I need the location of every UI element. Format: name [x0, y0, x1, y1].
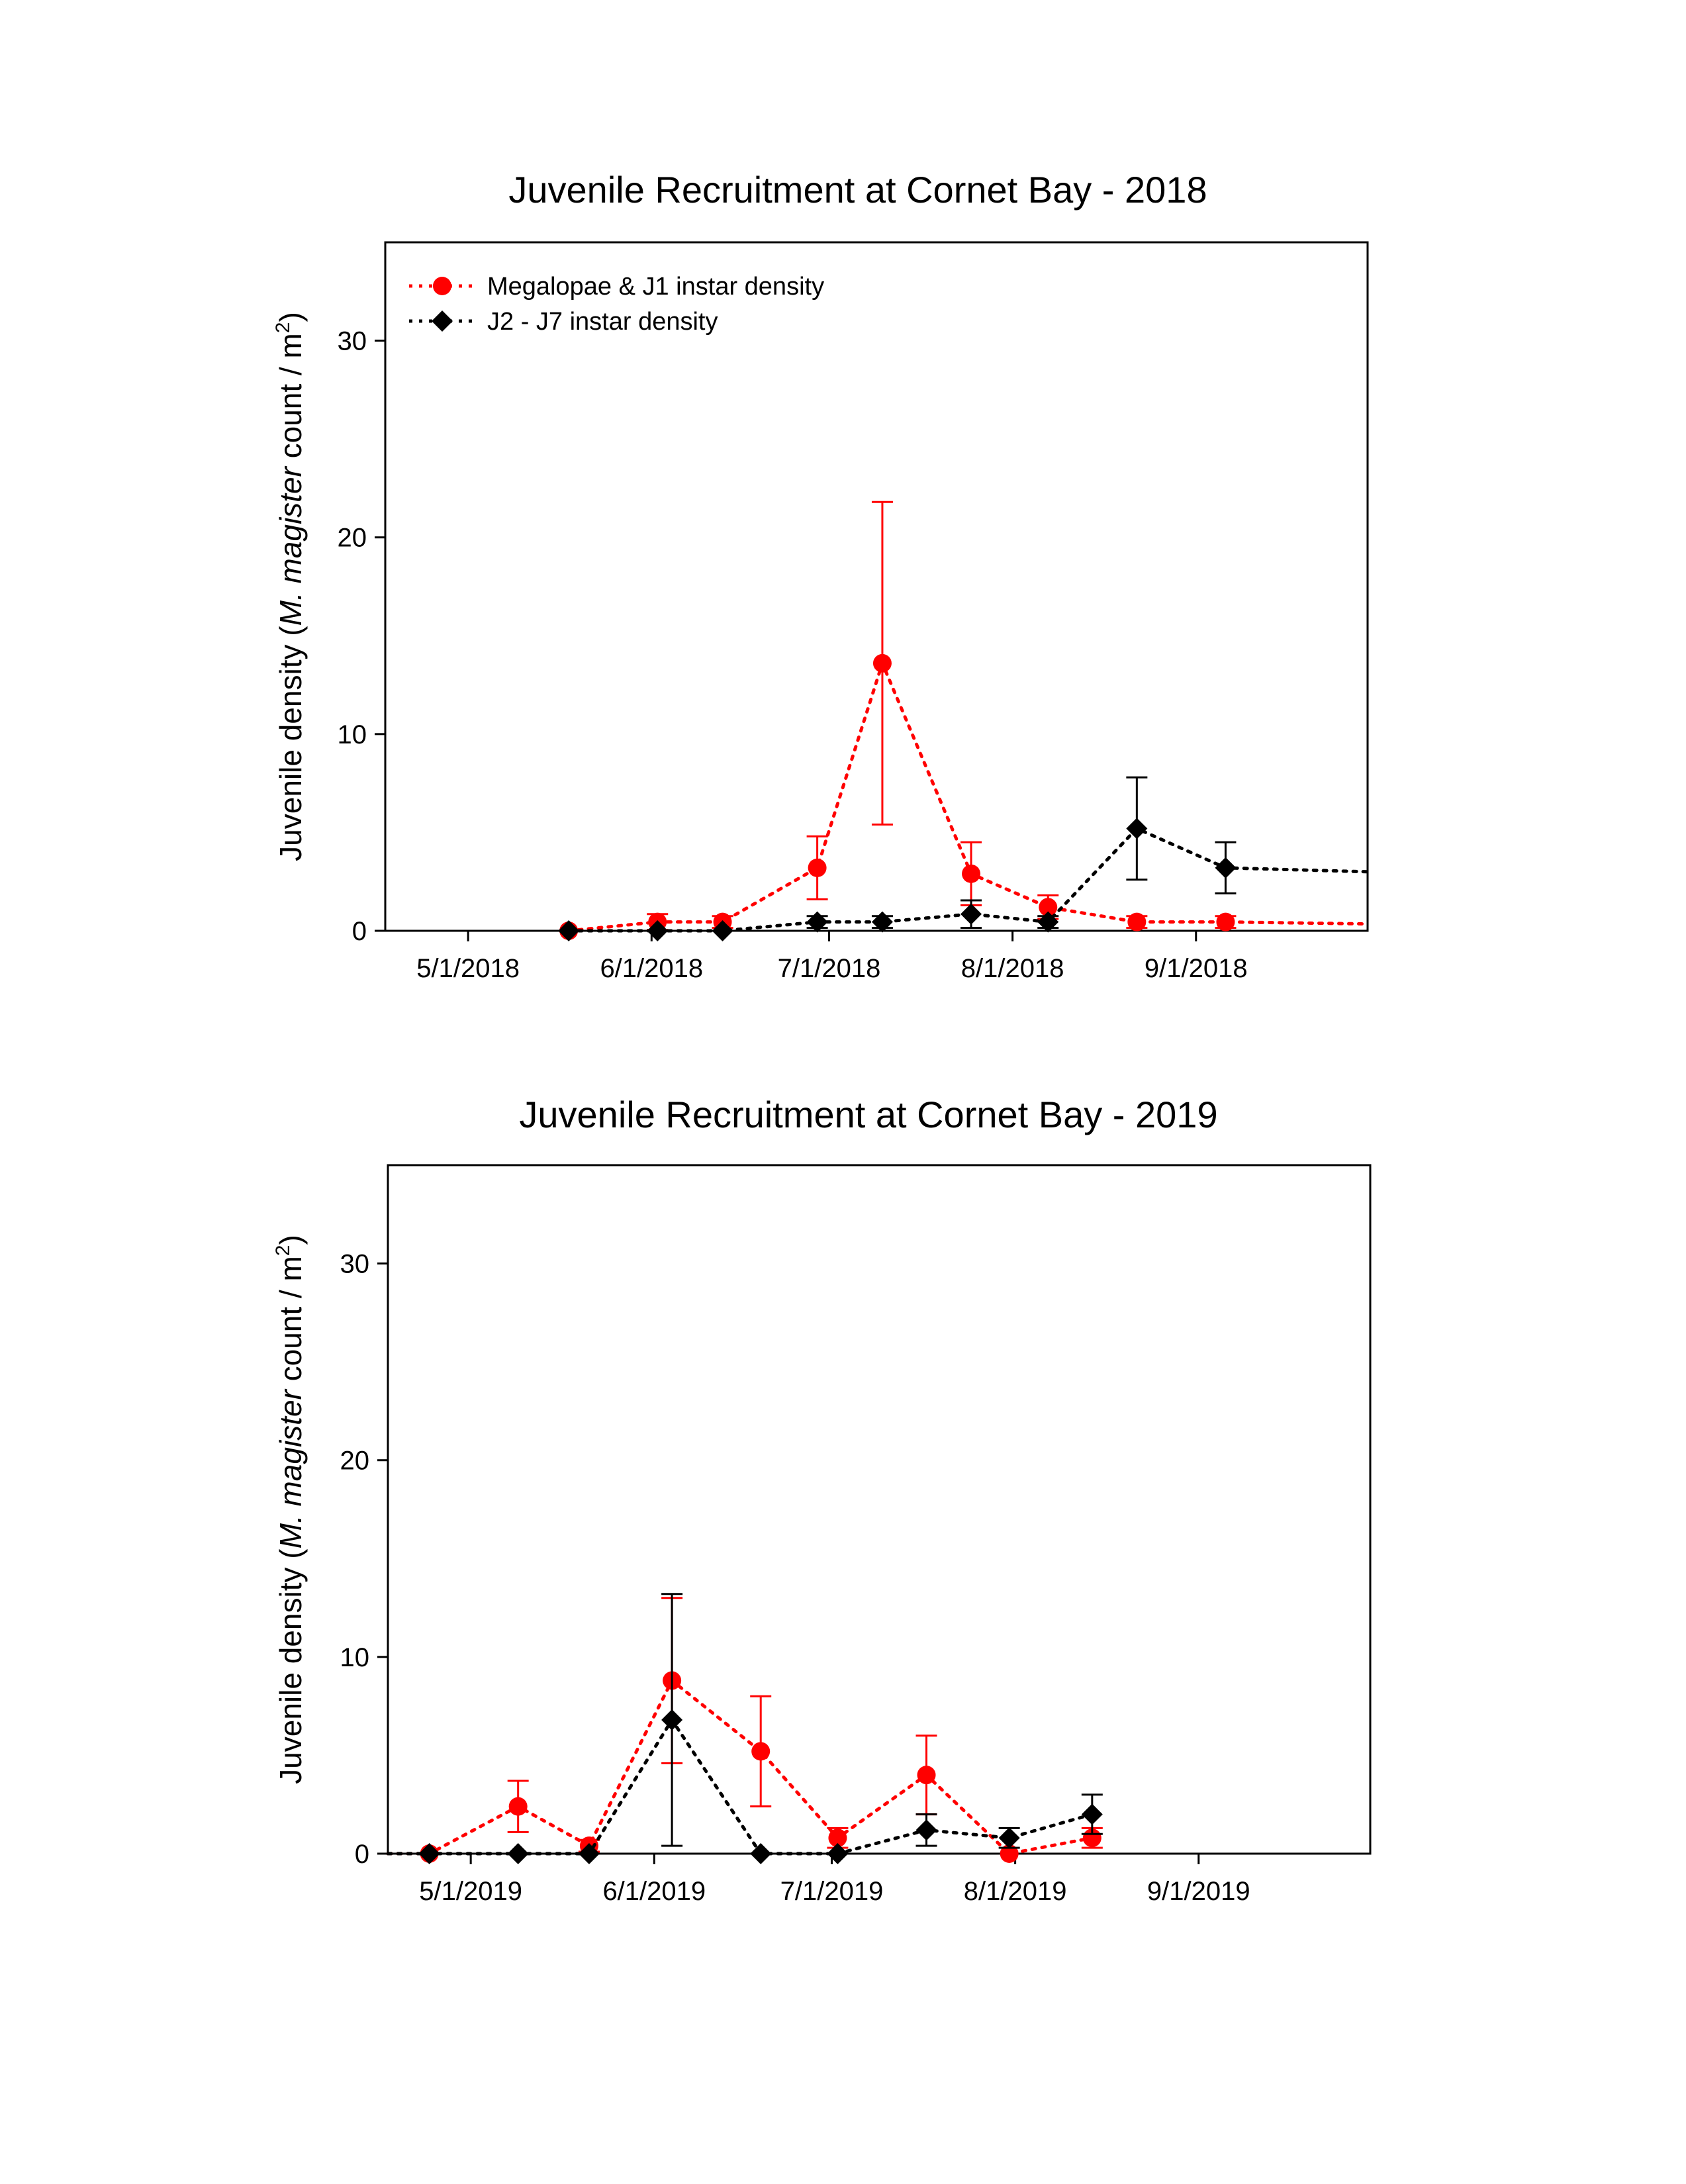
series-line [567, 826, 1370, 933]
x-tick-label: 6/1/2019 [602, 1877, 706, 1906]
plot-frame [387, 1164, 1372, 1855]
x-tick-label: 8/1/2019 [964, 1877, 1067, 1906]
series-line [386, 1717, 1094, 1856]
series-juvenile [386, 1593, 1103, 1864]
y-tick-label: 10 [340, 1643, 370, 1672]
x-tick-label: 6/1/2018 [600, 954, 703, 983]
x-tick-label: 9/1/2019 [1147, 1877, 1250, 1906]
data-point-circle [872, 653, 892, 673]
axis-ticks: 0 10 20 30 5/1/2019 6/1/2019 7/1/2019 8/1/2019 9… [340, 1250, 1250, 1906]
data-point-diamond [1081, 1803, 1103, 1825]
data-point-diamond [712, 920, 733, 941]
chart-2018: Juvenile Recruitment at Cornet Bay - 201… [272, 169, 1370, 983]
y-tick-label: 0 [352, 917, 367, 946]
legend-label-megalopae: Megalopae & J1 instar density [487, 273, 824, 301]
y-tick-label: 20 [338, 524, 367, 553]
y-axis-label-unit: count / m [273, 333, 308, 467]
data-point-circle [751, 1742, 771, 1761]
data-point-diamond [827, 1843, 849, 1864]
series-line [386, 1678, 1094, 1856]
legend-marker-circle [433, 277, 451, 295]
y-axis-label-species: M. magister [273, 465, 308, 626]
series-megalopae [559, 500, 1370, 940]
data-point-diamond [998, 1827, 1020, 1849]
x-tick-label: 9/1/2018 [1145, 954, 1248, 983]
chart-title: Juvenile Recruitment at Cornet Bay - 201… [519, 1094, 1217, 1135]
data-point-circle [828, 1828, 847, 1848]
x-tick-label: 7/1/2019 [780, 1877, 884, 1906]
data-point-diamond [578, 1843, 600, 1864]
legend: Megalopae & J1 instar density J2 - J7 in… [409, 273, 824, 336]
data-point-diamond [806, 911, 828, 933]
data-point-diamond [960, 903, 982, 925]
legend-marker-diamond [432, 310, 453, 332]
series-juvenile [558, 776, 1370, 941]
y-tick-label: 30 [340, 1250, 370, 1279]
data-point-diamond [1037, 911, 1059, 933]
data-point-circle [808, 858, 827, 877]
y-axis-label-suffix: ) [273, 312, 308, 322]
y-tick-label: 30 [338, 327, 367, 356]
data-point-circle [1127, 912, 1147, 931]
data-point-diamond [1126, 818, 1148, 839]
data-point-circle [962, 864, 981, 883]
data-point-diamond [661, 1709, 683, 1731]
y-axis-label: Juvenile density (M. magister count / m2… [272, 312, 308, 861]
data-point-diamond [418, 1843, 440, 1864]
y-axis-label: Juvenile density (M. magister count / m2… [272, 1235, 308, 1784]
x-tick-label: 5/1/2019 [419, 1877, 522, 1906]
y-axis-label-prefix: Juvenile density ( [273, 626, 308, 861]
y-axis-label-superscript: 2 [272, 322, 294, 334]
series-megalopae [386, 1597, 1103, 1863]
data-point-diamond [647, 920, 669, 941]
data-point-circle [1000, 1844, 1019, 1863]
y-axis-label-unit: count / m [273, 1256, 308, 1390]
series-line [567, 658, 1370, 933]
y-tick-label: 10 [338, 720, 367, 749]
y-axis-label-suffix: ) [273, 1235, 308, 1245]
y-tick-label: 0 [355, 1840, 369, 1869]
svg-text:Juvenile density (M. magister: Juvenile density (M. magister count / m2… [272, 312, 308, 861]
data-point-diamond [750, 1843, 772, 1864]
x-tick-label: 7/1/2018 [778, 954, 881, 983]
data-point-circle [508, 1797, 528, 1816]
y-axis-label-prefix: Juvenile density ( [273, 1548, 308, 1784]
x-tick-label: 8/1/2018 [961, 954, 1064, 983]
svg-text:Juvenile density (M. magister: Juvenile density (M. magister count / m2… [272, 1235, 308, 1784]
data-point-circle [1216, 912, 1235, 931]
y-tick-label: 20 [340, 1447, 370, 1476]
series-layer [558, 500, 1370, 941]
axis-ticks: 0 10 20 30 5/1/2018 6/1/2018 7/1/2018 8/1/2018 9… [338, 327, 1248, 983]
data-point-diamond [871, 911, 893, 933]
x-tick-label: 5/1/2018 [416, 954, 520, 983]
data-point-circle [917, 1766, 936, 1785]
data-point-diamond [1215, 857, 1237, 878]
data-point-diamond [915, 1819, 937, 1841]
data-point-diamond [507, 1843, 529, 1864]
legend-label-juvenile: J2 - J7 instar density [487, 308, 718, 336]
plot-frame [384, 241, 1369, 932]
data-point-diamond [558, 920, 580, 941]
y-axis-label-species: M. magister [273, 1388, 308, 1548]
chart-2019: Juvenile Recruitment at Cornet Bay - 201… [272, 1094, 1372, 1906]
series-layer [386, 1593, 1103, 1864]
data-point-circle [1039, 898, 1058, 917]
y-axis-label-superscript: 2 [272, 1245, 294, 1257]
chart-title: Juvenile Recruitment at Cornet Bay - 201… [508, 169, 1207, 211]
